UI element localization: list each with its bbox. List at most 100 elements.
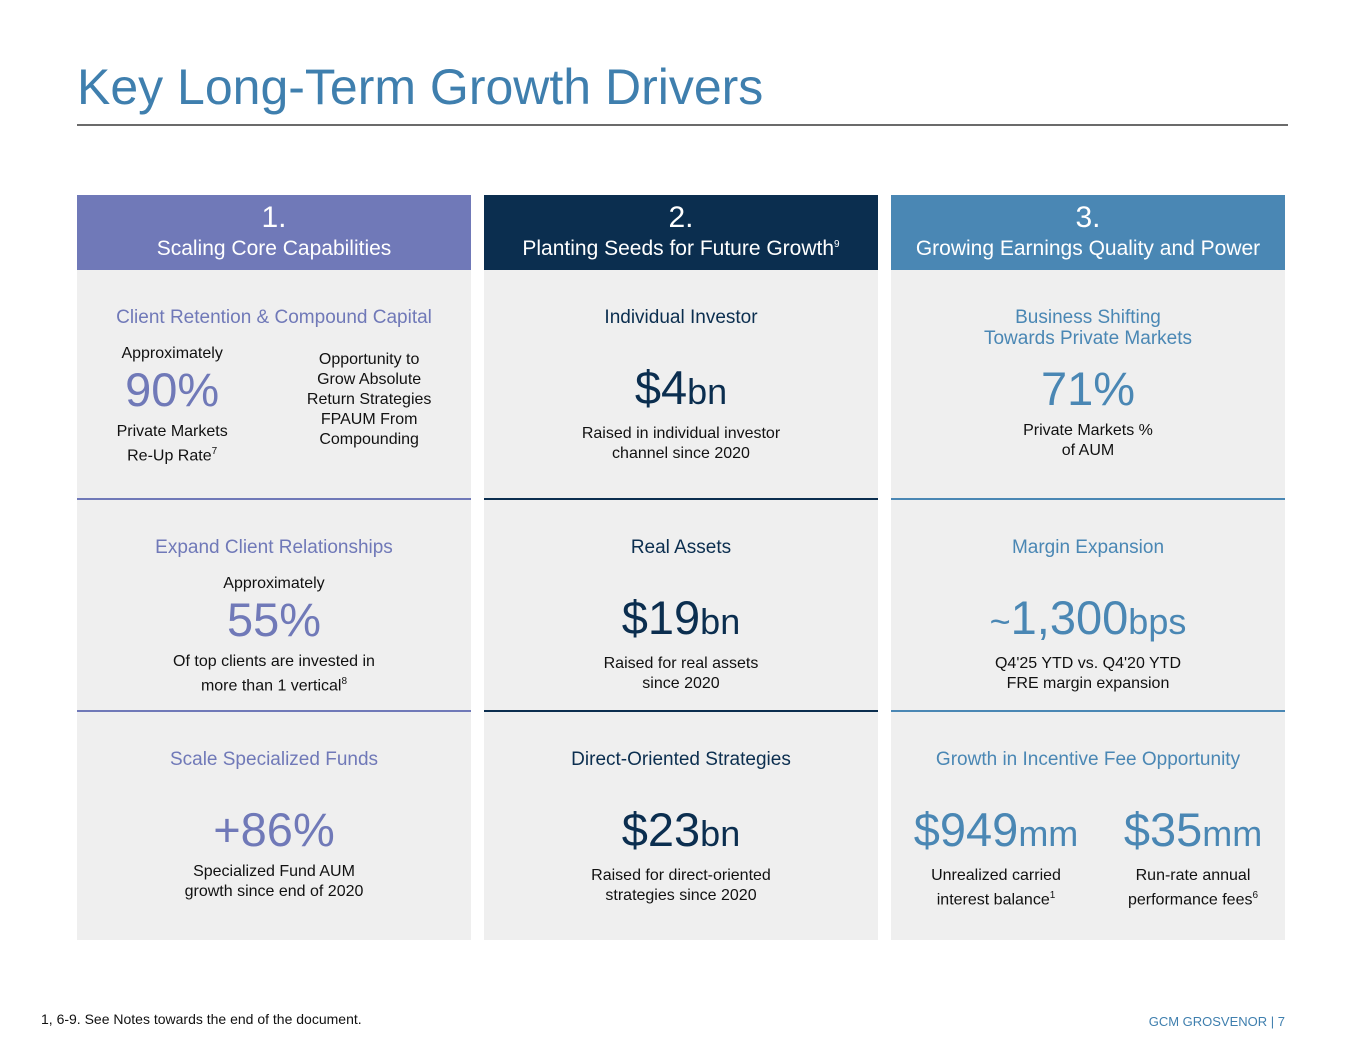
- metric-number: 90%: [125, 363, 220, 416]
- caption-text: more than 1 vertical: [200, 677, 342, 695]
- caption-text: Specialized Fund AUM: [193, 863, 355, 880]
- metric: $19bn Raised for real assets since 2020: [604, 592, 759, 694]
- caption-text: of AUM: [1061, 442, 1115, 459]
- metric: $949mm Unrealized carried interest balance…: [914, 804, 1079, 910]
- section-title: Direct-Oriented Strategies: [484, 749, 878, 770]
- column-heading: Planting Seeds for Future Growth9: [484, 237, 878, 261]
- heading-text: Growing Earnings Quality and Power: [915, 237, 1261, 260]
- caption-line: since 2020: [604, 674, 759, 694]
- column: 1. Scaling Core Capabilities Client Retent…: [77, 195, 471, 940]
- caption-line: Q4'25 YTD vs. Q4'20 YTD: [995, 654, 1181, 674]
- title-line: Individual Investor: [604, 307, 758, 328]
- column: 3. Growing Earnings Quality and Power Busi…: [891, 195, 1285, 940]
- title-rule: [77, 124, 1288, 126]
- column-header: 2. Planting Seeds for Future Growth9: [484, 195, 878, 270]
- metric-caption: Private Markets % of AUM: [1023, 421, 1153, 461]
- caption-text: performance fees: [1127, 891, 1253, 909]
- metric-value: $4bn: [635, 362, 727, 418]
- heading-note: 9: [834, 239, 840, 250]
- caption-line: FRE margin expansion: [995, 674, 1181, 694]
- section-title: Business Shifting Towards Private Markets: [891, 307, 1285, 349]
- caption-line: Private Markets: [117, 422, 228, 442]
- side-line: Opportunity to: [318, 351, 420, 368]
- section: Real Assets $19bn Raised for real assets si…: [484, 498, 878, 710]
- caption-line: growth since end of 2020: [185, 882, 364, 902]
- metric-caption: Raised for real assets since 2020: [604, 654, 759, 694]
- caption-line: Raised in individual investor: [582, 424, 780, 444]
- caption-line: Re-Up Rate7: [117, 442, 228, 466]
- metric-caption: Raised in individual investor channel sin…: [582, 424, 780, 464]
- metric-number: 55%: [226, 593, 322, 646]
- caption-note: 7: [211, 446, 218, 457]
- metric-number: 1,300: [1010, 591, 1129, 644]
- metric-unit: bn: [700, 813, 741, 854]
- column-header: 3. Growing Earnings Quality and Power: [891, 195, 1285, 270]
- column-header: 1. Scaling Core Capabilities: [77, 195, 471, 270]
- slide-title: Key Long-Term Growth Drivers: [77, 59, 764, 115]
- footer: GCM GROSVENOR | 7: [1148, 1014, 1285, 1029]
- caption-text: since 2020: [642, 675, 720, 692]
- column-heading: Scaling Core Capabilities: [77, 237, 471, 261]
- caption-text: Raised in individual investor: [581, 425, 781, 442]
- column-number: 3.: [1075, 201, 1101, 234]
- metric-number: 71%: [1040, 362, 1136, 415]
- metric-value: $19bn: [622, 592, 740, 648]
- metric-caption: Run-rate annual performance fees6: [1128, 866, 1258, 910]
- metric-value: +86%: [213, 804, 335, 856]
- content-row: $4bn Raised in individual investor channel…: [484, 362, 878, 464]
- column-number: 1.: [261, 201, 287, 234]
- metric-prefix: Approximately: [223, 575, 325, 592]
- title-line: Client Retention & Compound Capital: [116, 307, 432, 328]
- side-text: Opportunity to Grow Absolute Return Strate…: [307, 350, 432, 450]
- caption-note: 8: [341, 676, 348, 687]
- metric-value: $35mm: [1124, 804, 1262, 860]
- title-line: Business Shifting: [1015, 307, 1161, 328]
- caption-line: more than 1 vertical8: [173, 672, 375, 696]
- caption-text: Unrealized carried: [931, 867, 1061, 884]
- caption-line: Of top clients are invested in: [173, 652, 375, 672]
- metric: +86% Specialized Fund AUM growth since end…: [185, 804, 364, 902]
- metric-caption: Of top clients are invested in more than …: [173, 652, 375, 696]
- metric: $35mm Run-rate annual performance fees6: [1124, 804, 1262, 910]
- caption-note: 6: [1252, 890, 1259, 901]
- caption-text: channel since 2020: [612, 445, 750, 462]
- title-line: Towards Private Markets: [983, 328, 1192, 349]
- content-row: +86% Specialized Fund AUM growth since end…: [77, 804, 471, 902]
- caption-text: Private Markets %: [1023, 422, 1153, 439]
- heading-text: Scaling Core Capabilities: [156, 237, 392, 260]
- caption-line: channel since 2020: [582, 444, 780, 464]
- metric-value: 90%: [125, 364, 219, 416]
- caption-line: Private Markets %: [1023, 421, 1153, 441]
- section-title: Scale Specialized Funds: [77, 749, 471, 770]
- section-title: Real Assets: [484, 537, 878, 558]
- caption-text: Q4'25 YTD vs. Q4'20 YTD: [994, 655, 1182, 672]
- caption-text: Re-Up Rate: [127, 447, 212, 465]
- section: Direct-Oriented Strategies $23bn Raised fo…: [484, 710, 878, 940]
- metric-number: $4: [634, 361, 688, 414]
- caption-text: Of top clients are invested in: [173, 653, 375, 670]
- section: Growth in Incentive Fee Opportunity $949m…: [891, 710, 1285, 940]
- caption-text: Private Markets: [116, 423, 228, 440]
- metric: $23bn Raised for direct-oriented strategie…: [591, 804, 771, 906]
- content-row: $23bn Raised for direct-oriented strategie…: [484, 804, 878, 906]
- title-line: Expand Client Relationships: [155, 537, 393, 558]
- content-row: $19bn Raised for real assets since 2020: [484, 592, 878, 694]
- metric-value: $23bn: [622, 804, 740, 860]
- caption-line: performance fees6: [1128, 886, 1258, 910]
- section-title: Individual Investor: [484, 307, 878, 328]
- caption-text: growth since end of 2020: [184, 883, 364, 900]
- section: Individual Investor $4bn Raised in individ…: [484, 270, 878, 498]
- caption-line: Raised for real assets: [604, 654, 759, 674]
- caption-line: strategies since 2020: [591, 886, 771, 906]
- metric: $4bn Raised in individual investor channel…: [582, 362, 780, 464]
- caption-text: Raised for real assets: [603, 655, 759, 672]
- caption-text: FRE margin expansion: [1006, 675, 1170, 692]
- section: Scale Specialized Funds +86% Specialized F…: [77, 710, 471, 940]
- metric-caption: Raised for direct-oriented strategies sin…: [591, 866, 771, 906]
- metric: Approximately 55% Of top clients are inves…: [173, 574, 375, 696]
- title-line: Direct-Oriented Strategies: [571, 749, 791, 770]
- footnote: 1, 6-9. See Notes towards the end of the…: [41, 1011, 362, 1027]
- caption-line: interest balance1: [931, 886, 1061, 910]
- metric-unit: bps: [1128, 601, 1187, 642]
- metric-prefix: Approximately: [121, 345, 223, 362]
